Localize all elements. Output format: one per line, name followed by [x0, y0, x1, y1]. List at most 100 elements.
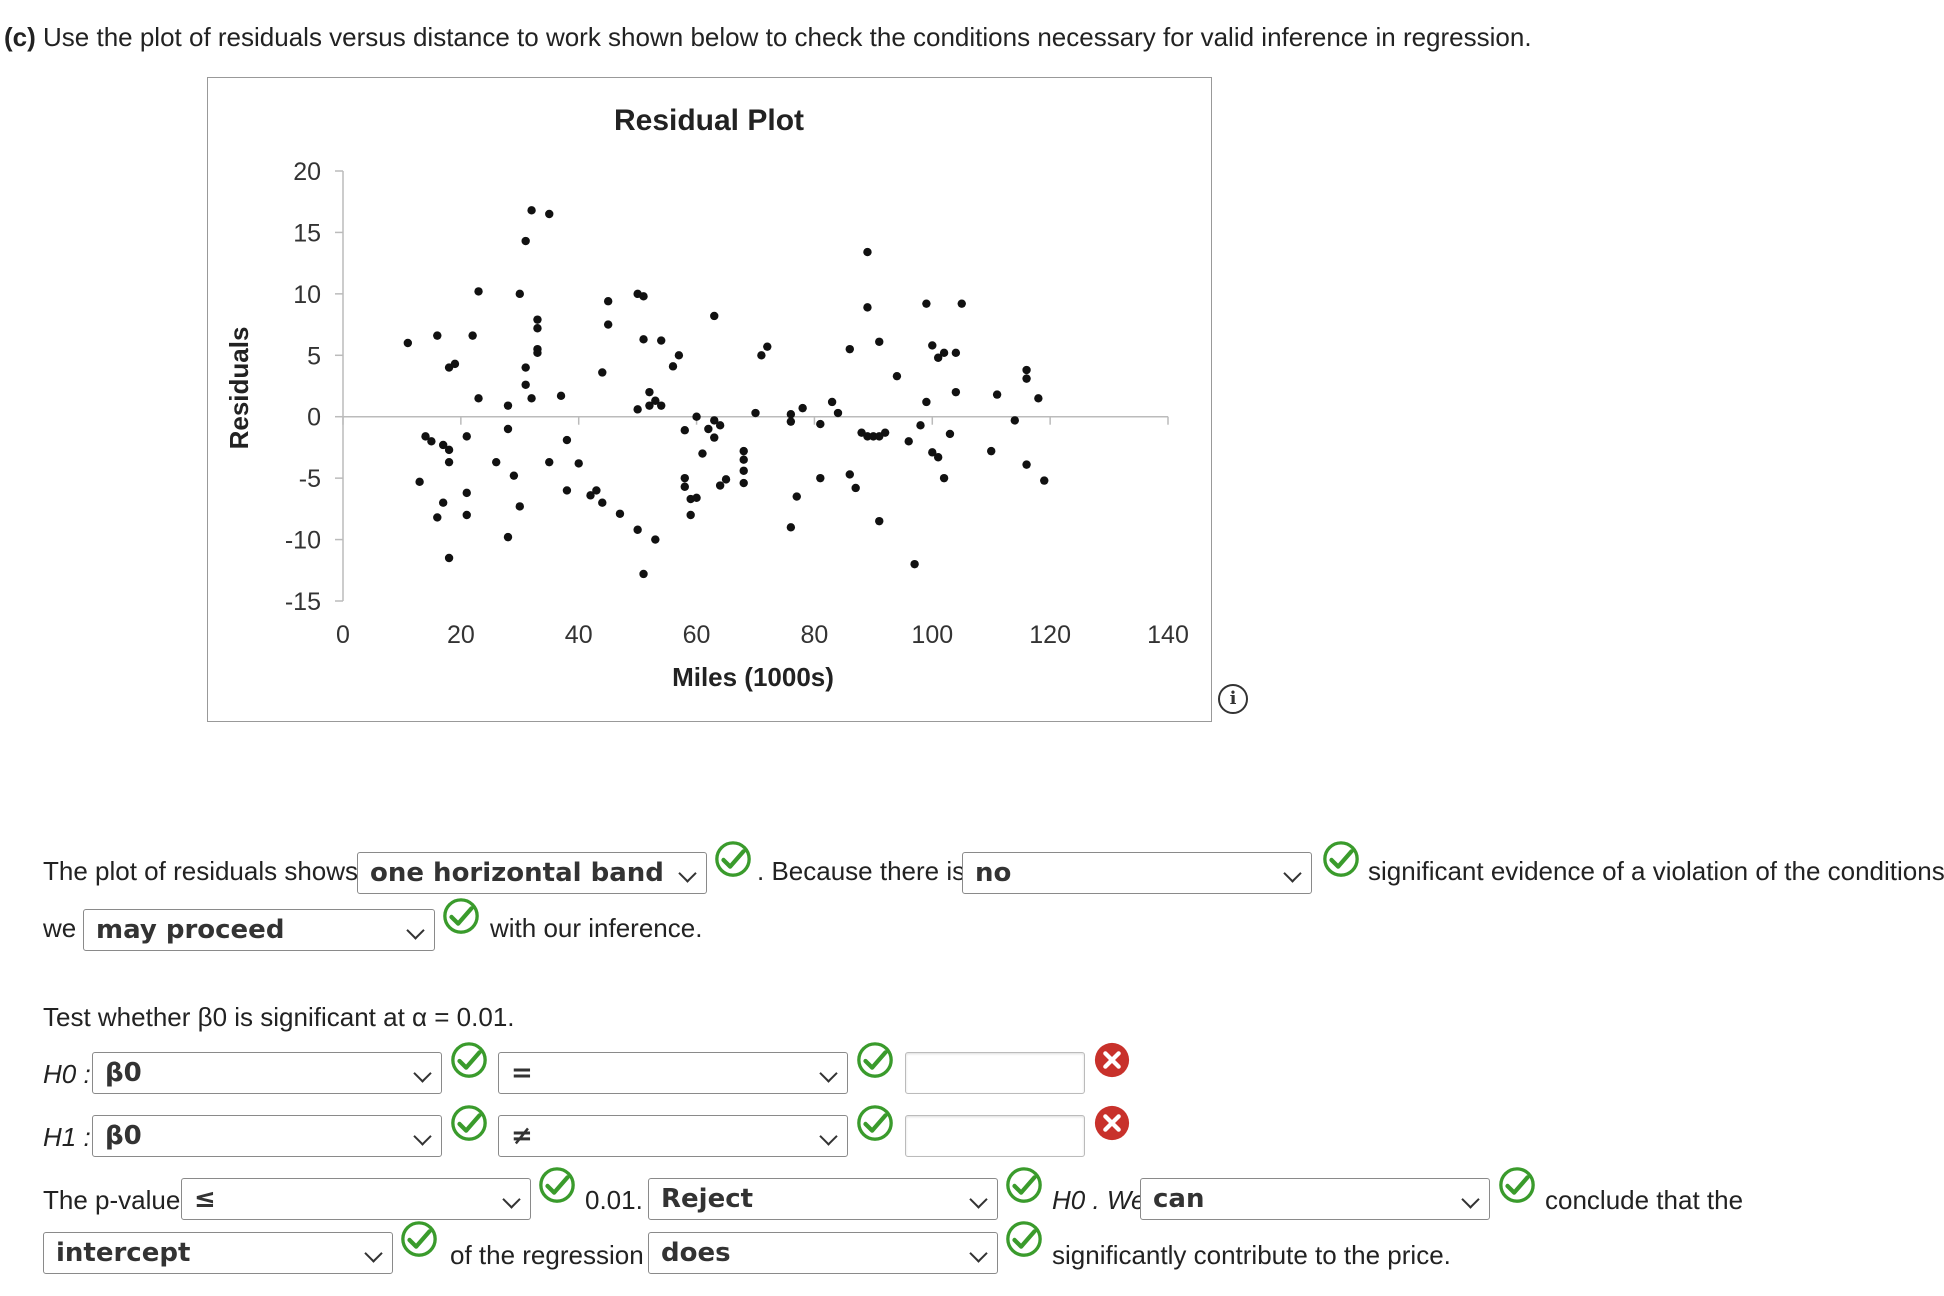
check-icon — [450, 1104, 488, 1142]
stmt1-end: with our inference. — [490, 913, 703, 943]
data-point — [845, 470, 854, 479]
data-point — [939, 348, 949, 358]
data-point — [763, 342, 772, 351]
data-point — [533, 315, 542, 324]
data-point — [875, 516, 884, 526]
data-point — [863, 247, 872, 257]
chevron-down-icon — [969, 1244, 988, 1263]
term-value: intercept — [56, 1238, 191, 1268]
data-point — [527, 394, 536, 403]
data-point — [751, 408, 760, 418]
data-point — [892, 371, 902, 381]
check-icon — [450, 1041, 488, 1079]
data-point — [639, 569, 648, 579]
data-point — [680, 426, 689, 435]
data-point — [639, 335, 648, 344]
chevron-down-icon — [413, 1064, 432, 1083]
data-point — [710, 311, 719, 321]
check-icon — [856, 1041, 894, 1079]
data-point — [415, 477, 424, 487]
h1-operator-dropdown[interactable]: ≠ — [498, 1115, 848, 1157]
residual-plot-chart: Residual Plot 20 15 10 5 0 -5 -10 -15 0 20 40 60 80 10… — [224, 104, 1189, 692]
band-shape-dropdown[interactable]: one horizontal band — [357, 852, 707, 894]
h0-operator-dropdown[interactable]: = — [498, 1052, 848, 1094]
h1-operator-value: ≠ — [511, 1121, 533, 1151]
x-tick-label: 140 — [1147, 621, 1189, 649]
check-icon — [1498, 1166, 1536, 1204]
proceed-dropdown[interactable]: may proceed — [83, 909, 435, 951]
data-point — [444, 553, 454, 563]
data-point — [450, 359, 460, 369]
evidence-dropdown[interactable]: no — [962, 852, 1312, 894]
chevron-down-icon — [1461, 1190, 1480, 1209]
stmt1-mid: . Because there is — [757, 856, 966, 886]
proceed-value: may proceed — [96, 915, 285, 945]
data-point — [715, 481, 725, 490]
h0-value-input[interactable] — [905, 1052, 1085, 1094]
error-icon — [1093, 1104, 1131, 1142]
y-tick-label: 10 — [293, 281, 321, 309]
x-axis-title: Miles (1000s) — [672, 662, 834, 692]
data-point — [987, 446, 996, 456]
y-tick-label: 5 — [307, 342, 321, 370]
data-point — [503, 424, 513, 434]
data-point — [444, 445, 454, 455]
data-point — [556, 391, 566, 401]
decision-dropdown[interactable]: Reject — [648, 1178, 998, 1220]
h1-parameter-dropdown[interactable]: β0 — [92, 1115, 442, 1157]
pvalue-of-regression: of the regression — [450, 1240, 644, 1270]
check-icon — [714, 840, 752, 878]
info-icon[interactable]: i — [1218, 684, 1248, 714]
data-point — [603, 320, 613, 329]
data-point — [533, 324, 542, 333]
pvalue-conclude: conclude that the — [1545, 1185, 1744, 1215]
data-point — [444, 457, 454, 467]
data-point — [957, 299, 966, 308]
chevron-down-icon — [413, 1127, 432, 1146]
data-point — [698, 449, 707, 458]
y-tick-label: 0 — [307, 404, 321, 432]
y-tick-label: 15 — [293, 219, 321, 247]
data-point — [515, 502, 524, 511]
pvalue-prefix: The p-value — [43, 1185, 181, 1215]
data-point — [910, 559, 919, 569]
data-point — [939, 473, 949, 483]
h0-operator-value: = — [511, 1058, 533, 1088]
y-tick-label: 20 — [293, 158, 321, 186]
data-point — [651, 396, 660, 405]
data-point — [833, 408, 843, 418]
data-point — [462, 488, 471, 498]
x-tick-label: 20 — [447, 621, 475, 649]
data-point — [863, 303, 872, 312]
y-tick-label: -15 — [285, 588, 321, 616]
data-point — [639, 292, 648, 301]
h1-value-input[interactable] — [905, 1115, 1085, 1157]
data-point — [509, 471, 519, 480]
question-body: Use the plot of residuals versus distanc… — [43, 22, 1532, 52]
data-point — [562, 435, 572, 445]
pvalue-operator-dropdown[interactable]: ≤ — [181, 1178, 531, 1220]
data-point — [603, 297, 613, 306]
question-text: (c) Use the plot of residuals versus dis… — [4, 22, 1532, 53]
data-point — [615, 509, 625, 518]
data-point — [521, 380, 530, 389]
data-point — [869, 432, 878, 441]
data-point — [545, 457, 554, 467]
data-point — [1022, 460, 1031, 469]
data-point — [633, 405, 642, 414]
data-point — [645, 387, 654, 397]
data-point — [403, 338, 413, 348]
does-dropdown[interactable]: does — [648, 1232, 998, 1274]
data-point — [474, 394, 483, 403]
data-point — [503, 532, 513, 542]
data-point — [692, 412, 701, 421]
data-point — [792, 492, 801, 501]
term-dropdown[interactable]: intercept — [43, 1232, 393, 1274]
stmt1-prefix: The plot of residuals shows — [43, 856, 359, 886]
x-tick-label: 100 — [911, 621, 953, 649]
can-dropdown[interactable]: can — [1140, 1178, 1490, 1220]
check-icon — [442, 897, 480, 935]
data-point — [1040, 476, 1049, 485]
h0-parameter-dropdown[interactable]: β0 — [92, 1052, 442, 1094]
check-icon — [856, 1104, 894, 1142]
